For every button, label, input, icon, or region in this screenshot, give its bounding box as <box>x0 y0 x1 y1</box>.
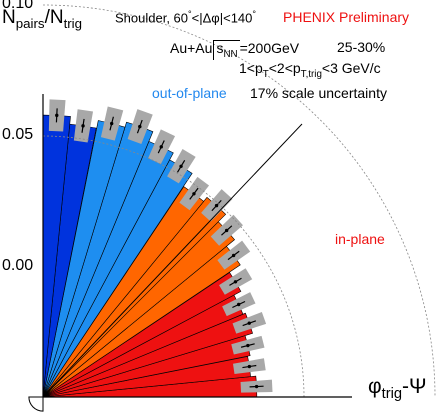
data-point <box>247 321 251 325</box>
data-point <box>224 228 229 233</box>
y-tick-label: 0.05 <box>2 126 34 143</box>
data-point <box>236 302 241 307</box>
reference-circle <box>42 135 305 398</box>
y-tick-label: 0.10 <box>2 0 34 12</box>
collision-energy-label: Au+Au sNN =200GeV <box>170 40 300 60</box>
data-point <box>138 124 142 129</box>
diagonal-45-line <box>42 123 303 398</box>
data-point <box>214 203 219 208</box>
phenix-preliminary-label: PHENIX Preliminary <box>283 9 410 25</box>
shoulder-range-label: Shoulder, 60°<|Δφ|<140° <box>115 9 257 26</box>
inner-white-disk <box>28 396 44 412</box>
data-point <box>246 343 250 348</box>
data-point <box>109 121 114 126</box>
scale-uncertainty-label: 17% scale uncertainty <box>250 85 387 101</box>
data-point <box>231 253 236 258</box>
reference-circles-group <box>42 4 436 398</box>
y-axis-label: Npairs/Ntrig <box>2 7 83 31</box>
in-plane-label: in-plane <box>335 231 385 247</box>
data-point <box>159 145 163 149</box>
data-point <box>254 384 259 389</box>
data-point <box>247 364 252 369</box>
error-bars-group <box>55 108 264 389</box>
data-point <box>233 280 238 284</box>
y-tick-label: 0.00 <box>2 257 34 274</box>
data-point <box>192 192 196 196</box>
pt-cut-label: 1<pT<2<pT,trig<3 GeV/c <box>239 60 381 80</box>
bars-group <box>42 114 258 398</box>
out-of-plane-label: out-of-plane <box>152 85 227 101</box>
centrality-label: 25-30% <box>337 39 386 55</box>
data-point <box>179 164 183 169</box>
data-point <box>81 124 85 128</box>
x-axis-label: φtrig-Ψ <box>368 375 427 403</box>
data-point <box>55 113 59 118</box>
